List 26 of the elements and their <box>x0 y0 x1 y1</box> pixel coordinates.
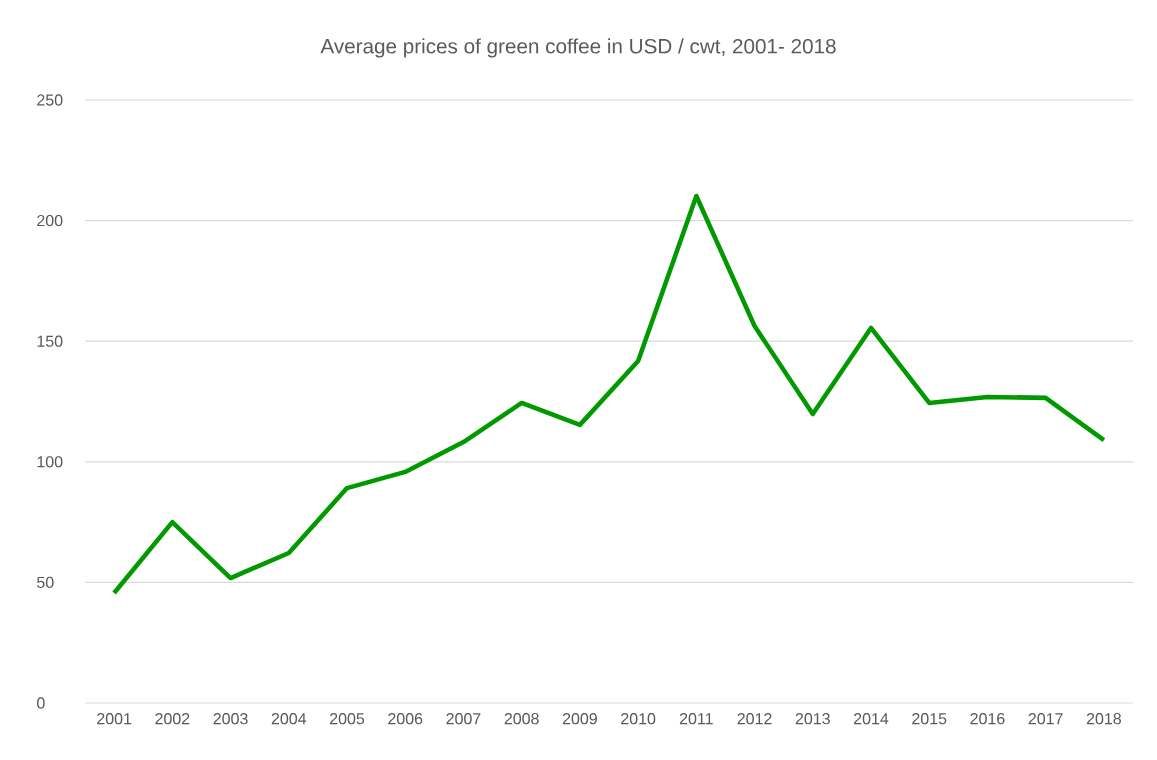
y-tick-label: 50 <box>37 576 54 589</box>
x-tick-label: 2004 <box>271 713 307 725</box>
x-tick-label: 2003 <box>213 713 248 725</box>
y-tick-label: 100 <box>37 456 63 468</box>
x-tick-label: 2002 <box>155 713 190 725</box>
x-tick-label: 2015 <box>912 713 947 725</box>
y-tick-label: 200 <box>37 214 63 227</box>
x-tick-label: 2011 <box>679 713 713 725</box>
x-tick-label: 2010 <box>621 713 656 725</box>
x-tick-label: 2016 <box>970 713 1005 725</box>
y-tick-label: 250 <box>37 94 63 106</box>
x-tick-label: 2014 <box>854 713 889 725</box>
x-tick-label: 2008 <box>504 713 539 725</box>
chart-title: Average prices of green coffee in USD / cwt, 2001- 2018 <box>320 38 836 58</box>
y-tick-label: 150 <box>37 335 63 347</box>
x-tick-label: 2012 <box>737 713 772 725</box>
x-tick-label: 2017 <box>1028 713 1063 725</box>
x-tick-label: 2005 <box>330 713 365 725</box>
x-tick-label: 2001 <box>97 713 132 725</box>
x-tick-label: 2018 <box>1086 713 1121 725</box>
x-tick-label: 2006 <box>388 713 423 725</box>
y-tick-label: 0 <box>37 697 45 709</box>
x-tick-label: 2007 <box>446 713 481 725</box>
x-tick-label: 2009 <box>562 713 597 725</box>
x-tick-label: 2013 <box>795 713 830 725</box>
line-series <box>111 193 1107 596</box>
